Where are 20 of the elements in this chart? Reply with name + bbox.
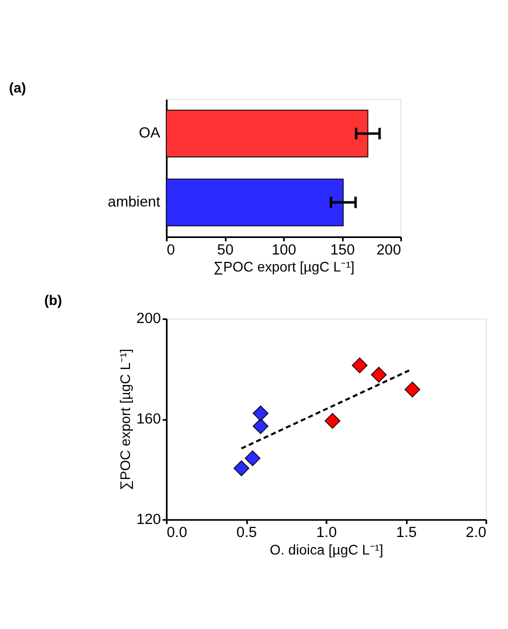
x-tick-label: 1.0 bbox=[316, 525, 337, 542]
x-tick-label: 100 bbox=[272, 242, 296, 258]
y-tick-label: ambient bbox=[108, 194, 160, 210]
x-tick-label: 1.5 bbox=[396, 525, 417, 542]
text: (a) bbox=[8, 80, 26, 96]
y-axis-title: ∑POC export [µgC L⁻¹] bbox=[116, 348, 133, 490]
x-tick-label: 200 bbox=[376, 242, 402, 258]
x-tick-label: 50 bbox=[217, 242, 234, 258]
x-axis-title: ∑POC export [µgC L⁻¹] bbox=[213, 258, 354, 275]
x-tick-label: 0.5 bbox=[236, 525, 257, 542]
x-tick-label: 150 bbox=[330, 242, 355, 258]
x-axis-title: O. dioica [µgC L⁻¹] bbox=[270, 541, 384, 558]
y-tick-label: 200 bbox=[136, 311, 162, 328]
chart-title: (b) bbox=[44, 292, 62, 308]
y-tick-label: 160 bbox=[136, 412, 162, 428]
x-tick-label: 0 bbox=[166, 242, 175, 258]
y-tick-label: OA bbox=[138, 126, 160, 142]
x-tick-label: 0.0 bbox=[166, 525, 188, 542]
y-tick-label: 120 bbox=[136, 512, 162, 528]
x-tick-label: 2.0 bbox=[466, 525, 486, 542]
